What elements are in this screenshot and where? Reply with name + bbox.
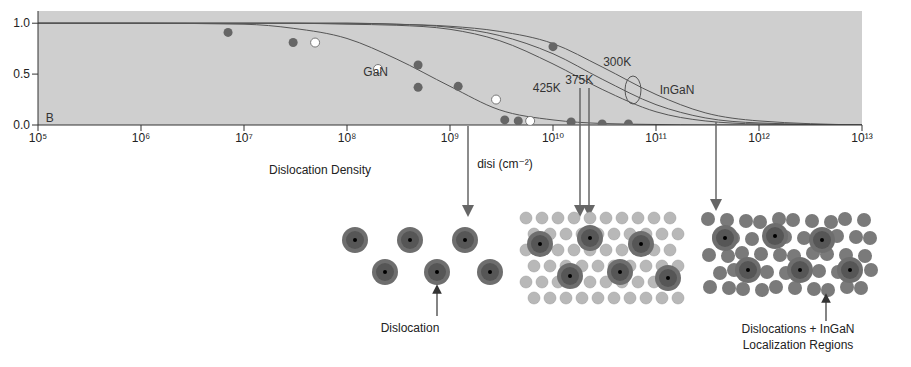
svg-text:0.0: 0.0 bbox=[13, 118, 30, 132]
svg-text:Localization Regions: Localization Regions bbox=[743, 338, 854, 352]
svg-text:1.0: 1.0 bbox=[13, 16, 30, 30]
svg-text:10⁷: 10⁷ bbox=[235, 131, 253, 145]
svg-text:Dislocations + InGaN: Dislocations + InGaN bbox=[741, 322, 854, 336]
svg-text:disi (cm⁻²): disi (cm⁻²) bbox=[477, 157, 533, 171]
svg-text:Dislocation Density: Dislocation Density bbox=[269, 163, 371, 177]
svg-text:GaN: GaN bbox=[363, 65, 388, 79]
svg-text:425K: 425K bbox=[533, 81, 561, 95]
svg-text:0.5: 0.5 bbox=[13, 67, 30, 81]
svg-text:InGaN: InGaN bbox=[660, 83, 695, 97]
svg-text:10¹³: 10¹³ bbox=[851, 131, 872, 145]
svg-text:B: B bbox=[46, 111, 54, 125]
svg-text:Dislocation: Dislocation bbox=[381, 321, 440, 335]
svg-text:300K: 300K bbox=[603, 55, 631, 69]
svg-text:10⁹: 10⁹ bbox=[441, 131, 460, 145]
svg-text:10⁵: 10⁵ bbox=[29, 131, 47, 145]
svg-text:375K: 375K bbox=[565, 73, 593, 87]
svg-text:10¹²: 10¹² bbox=[748, 131, 769, 145]
svg-text:10¹⁰: 10¹⁰ bbox=[542, 131, 564, 145]
svg-text:10⁸: 10⁸ bbox=[338, 131, 356, 145]
svg-text:10⁶: 10⁶ bbox=[132, 131, 150, 145]
svg-text:10¹¹: 10¹¹ bbox=[645, 131, 666, 145]
